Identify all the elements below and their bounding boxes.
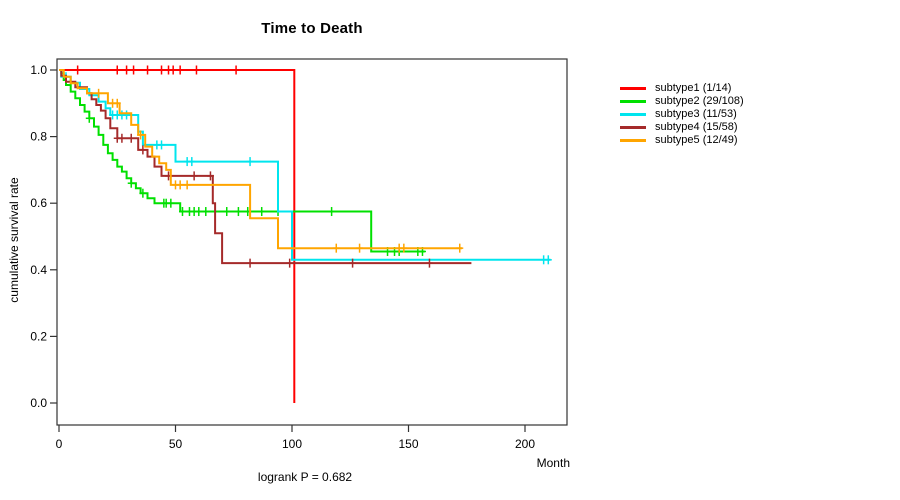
x-axis-tick-label: 0 (56, 437, 63, 451)
legend-item-subtype2: subtype2 (29/108) (620, 95, 744, 108)
legend-line-swatch-subtype5 (620, 139, 646, 142)
legend-line-swatch-subtype3 (620, 113, 646, 116)
x-axis-tick-label: 200 (515, 437, 535, 451)
x-axis-tick-label: 100 (282, 437, 302, 451)
survival-curve-subtype3 (59, 69, 551, 261)
y-axis-tick-label: 1.0 (30, 63, 47, 77)
legend-label-subtype4: subtype4 (15/58) (655, 121, 738, 133)
legend-line-swatch-subtype2 (620, 100, 646, 103)
x-axis-title: Month (536, 456, 570, 470)
legend-label-subtype1: subtype1 (1/14) (655, 82, 732, 94)
plot-border (56, 58, 568, 426)
survival-curve-subtype2 (59, 69, 425, 253)
legend-label-subtype5: subtype5 (12/49) (655, 134, 738, 146)
survival-curve-subtype4 (59, 69, 472, 265)
survival-curve-subtype5 (59, 69, 463, 250)
legend-label-subtype2: subtype2 (29/108) (655, 95, 744, 107)
y-axis-tick-label: 0.6 (30, 196, 47, 210)
legend-item-subtype5: subtype5 (12/49) (620, 134, 744, 147)
legend-item-subtype1: subtype1 (1/14) (620, 82, 744, 95)
legend-item-subtype4: subtype4 (15/58) (620, 121, 744, 134)
legend: subtype1 (1/14) subtype2 (29/108) subtype3… (620, 82, 744, 147)
x-axis-tick-label: 150 (398, 437, 418, 451)
legend-line-swatch-subtype4 (620, 126, 646, 129)
legend-item-subtype3: subtype3 (11/53) (620, 108, 744, 121)
survival-curve-subtype1 (59, 69, 296, 403)
chart-title: Time to Death (261, 20, 363, 37)
legend-label-subtype3: subtype3 (11/53) (655, 108, 737, 120)
y-axis-tick-label: 0.0 (30, 396, 47, 410)
y-axis-tick-label: 0.4 (30, 263, 47, 277)
logrank-annotation: logrank P = 0.682 (257, 470, 353, 484)
legend-line-swatch-subtype1 (620, 87, 646, 90)
y-axis-tick-label: 0.2 (30, 329, 47, 343)
y-axis-tick-label: 0.8 (30, 130, 47, 144)
x-axis-tick-label: 50 (169, 437, 183, 451)
